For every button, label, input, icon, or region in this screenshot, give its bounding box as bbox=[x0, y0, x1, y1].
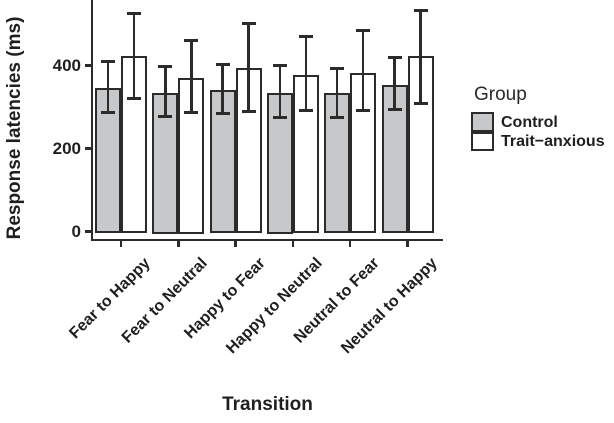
error-bar-cap-bottom bbox=[184, 111, 199, 114]
error-bar-cap-bottom bbox=[330, 116, 345, 119]
error-bar-cap-top bbox=[356, 29, 371, 32]
error-bar-cap-top bbox=[241, 22, 256, 25]
error-bar-cap-top bbox=[127, 12, 141, 15]
x-tick-mark bbox=[348, 241, 352, 247]
x-tick-mark bbox=[177, 241, 180, 247]
error-bar-cap-bottom bbox=[101, 111, 115, 114]
y-tick-label: 0 bbox=[71, 222, 81, 241]
error-bar-line bbox=[190, 40, 193, 113]
y-tick-mark bbox=[84, 64, 91, 67]
bar-control bbox=[152, 92, 179, 234]
x-axis-title: Transition bbox=[222, 394, 313, 415]
error-bar-line bbox=[419, 10, 422, 104]
error-bar-cap-bottom bbox=[356, 109, 371, 112]
error-bar-cap-bottom bbox=[127, 97, 141, 100]
error-bar-line bbox=[278, 65, 282, 118]
error-bar-cap-top bbox=[215, 63, 230, 66]
error-bar-cap-bottom bbox=[387, 108, 402, 111]
x-axis-line bbox=[90, 238, 443, 241]
error-bar-line bbox=[247, 23, 250, 112]
error-bar-line bbox=[335, 68, 339, 118]
error-bar-cap-bottom bbox=[241, 110, 256, 113]
y-axis-title: Response latencies (ms) bbox=[4, 16, 25, 240]
x-tick-mark bbox=[291, 241, 295, 247]
y-axis-line bbox=[90, 0, 93, 240]
error-bar-cap-top bbox=[387, 56, 402, 59]
error-bar-line bbox=[361, 30, 365, 111]
x-tick-mark bbox=[119, 241, 123, 247]
x-tick-mark bbox=[234, 241, 237, 247]
error-bar-line bbox=[221, 64, 224, 114]
error-bar-line bbox=[132, 13, 136, 99]
error-bar-cap-bottom bbox=[215, 112, 230, 115]
legend-title: Group bbox=[474, 84, 527, 105]
legend-swatch-control bbox=[471, 112, 494, 132]
legend-label-trait-anxious: Trait−anxious bbox=[501, 133, 605, 150]
error-bar-line bbox=[164, 66, 167, 117]
y-tick-mark bbox=[84, 147, 91, 150]
y-tick-mark bbox=[84, 230, 91, 233]
error-bar-cap-bottom bbox=[158, 115, 173, 118]
error-bar-cap-top bbox=[101, 60, 115, 63]
error-bar-cap-top bbox=[330, 67, 345, 70]
error-bar-cap-top bbox=[298, 35, 313, 38]
legend-swatch-trait-anxious bbox=[471, 132, 494, 151]
error-bar-cap-top bbox=[158, 65, 173, 68]
legend-label-control: Control bbox=[501, 114, 558, 131]
error-bar-line bbox=[304, 36, 308, 111]
y-tick-label: 200 bbox=[52, 139, 81, 158]
error-bar-cap-top bbox=[413, 9, 428, 12]
error-bar-cap-bottom bbox=[272, 116, 287, 119]
error-bar-line bbox=[393, 57, 396, 110]
error-bar-line bbox=[106, 61, 110, 113]
x-category-label: Neutral to Happy bbox=[337, 254, 441, 358]
y-tick-label: 400 bbox=[52, 56, 81, 75]
error-bar-cap-bottom bbox=[413, 102, 428, 105]
error-bar-cap-bottom bbox=[298, 109, 313, 112]
error-bar-cap-top bbox=[272, 64, 287, 67]
x-tick-mark bbox=[406, 241, 409, 247]
error-bar-cap-top bbox=[184, 39, 199, 42]
